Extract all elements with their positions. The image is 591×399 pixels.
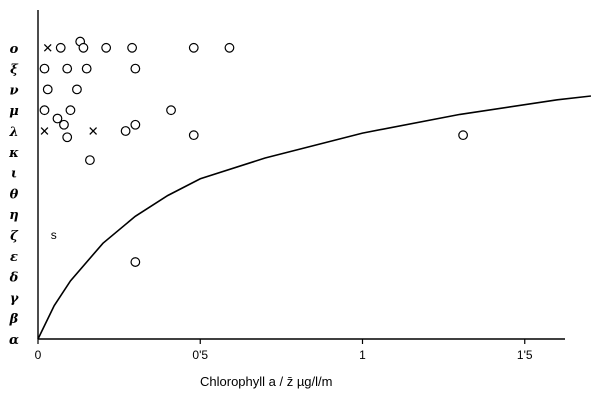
y-category-label: β [9, 312, 19, 327]
data-point-circle [85, 155, 95, 166]
data-point-circle [130, 119, 141, 130]
data-point-circle [42, 84, 53, 95]
y-category-label: ζ [10, 229, 19, 244]
data-point-circle [65, 105, 76, 116]
data-point-cross [89, 127, 98, 135]
x-tick-label: 1 [359, 348, 366, 362]
curve-layer [37, 95, 591, 340]
axes [37, 10, 565, 344]
annotation-label: s [51, 228, 57, 242]
data-point-circle [458, 130, 468, 141]
y-category-label: γ [10, 291, 20, 306]
data-point-circle [101, 42, 112, 53]
data-point-circle [130, 63, 141, 74]
points-layer [39, 36, 468, 267]
data-point-cross [40, 127, 49, 135]
y-category-label: η [9, 208, 18, 223]
data-point-circle [188, 130, 199, 141]
data-point-circle [62, 63, 73, 74]
data-point-circle [72, 84, 82, 95]
data-point-cross [43, 43, 52, 52]
y-category-label: κ [8, 146, 19, 161]
data-point-circle [78, 42, 89, 53]
y-category-label: ο [10, 42, 19, 57]
data-point-circle [127, 42, 138, 53]
x-tick-label: 0'5 [192, 348, 208, 362]
x-tick-label: 1'5 [517, 348, 533, 362]
y-category-label: ξ [10, 63, 19, 78]
data-point-circle [81, 63, 92, 74]
y-category-label: θ [10, 187, 19, 202]
data-point-circle [188, 42, 199, 53]
data-point-circle [62, 132, 73, 143]
data-point-circle [120, 126, 131, 136]
y-category-label: ι [11, 167, 17, 182]
y-category-label: α [9, 333, 19, 348]
y-category-label: ε [10, 250, 18, 265]
data-point-circle [52, 113, 63, 124]
data-point-circle [55, 42, 66, 53]
trend-curve [37, 95, 591, 340]
y-category-label: δ [9, 271, 19, 286]
x-tick-label: 0 [35, 348, 42, 362]
data-point-circle [166, 105, 176, 116]
data-point-circle [130, 257, 141, 267]
data-point-circle [59, 119, 69, 130]
y-category-label: ν [9, 83, 18, 98]
y-category-label: μ [9, 104, 19, 119]
data-point-circle [39, 63, 50, 74]
data-point-circle [39, 105, 50, 116]
data-point-circle [224, 42, 235, 53]
y-category-label: λ [8, 125, 18, 140]
labels-layer: 00'511'522'53αβγδεζηθικλμνξοs [8, 42, 533, 362]
x-axis-title: Chlorophyll a / z̄ µg/l/m [200, 374, 332, 389]
